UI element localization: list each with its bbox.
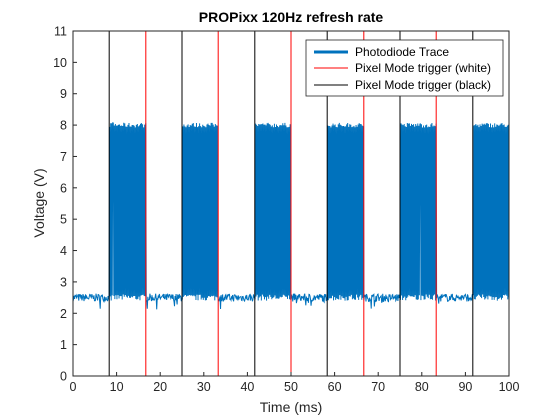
x-tick-label: 70 xyxy=(371,380,385,394)
x-tick-label: 10 xyxy=(110,380,124,394)
y-axis-label: Voltage (V) xyxy=(31,168,47,237)
y-axis: 0 1 2 3 4 5 6 7 8 9 10 11 xyxy=(53,25,77,384)
x-tick-label: 0 xyxy=(70,380,77,394)
y-tick-label: 1 xyxy=(60,338,67,352)
y-tick-label: 5 xyxy=(60,213,67,227)
legend: Photodiode Trace Pixel Mode trigger (whi… xyxy=(305,39,504,97)
y-tick-label: 0 xyxy=(60,370,67,384)
y-tick-label: 11 xyxy=(54,25,67,39)
x-tick-label: 30 xyxy=(197,380,211,394)
legend-label-black-trigger: Pixel Mode trigger (black) xyxy=(355,78,491,92)
y-tick-label: 2 xyxy=(60,307,67,321)
legend-label-white-trigger: Pixel Mode trigger (white) xyxy=(355,61,491,75)
x-axis: 0 10 20 30 40 50 60 70 80 90 100 xyxy=(70,372,520,394)
x-tick-label: 90 xyxy=(458,380,472,394)
x-tick-label: 60 xyxy=(328,380,342,394)
y-tick-label: 10 xyxy=(53,56,67,70)
y-tick-label: 7 xyxy=(60,150,67,164)
x-tick-label: 40 xyxy=(240,380,254,394)
x-tick-label: 20 xyxy=(153,380,167,394)
chart-title: PROPixx 120Hz refresh rate xyxy=(199,9,384,25)
y-tick-label: 3 xyxy=(60,275,67,289)
x-tick-label: 50 xyxy=(284,380,298,394)
legend-label-photodiode: Photodiode Trace xyxy=(355,45,449,59)
y-tick-label: 4 xyxy=(60,244,67,258)
y-tick-label: 9 xyxy=(60,87,67,101)
x-tick-label: 100 xyxy=(499,380,520,394)
x-axis-label: Time (ms) xyxy=(260,399,322,415)
y-tick-label: 8 xyxy=(60,119,67,133)
x-tick-label: 80 xyxy=(415,380,429,394)
y-tick-label: 6 xyxy=(60,181,67,195)
